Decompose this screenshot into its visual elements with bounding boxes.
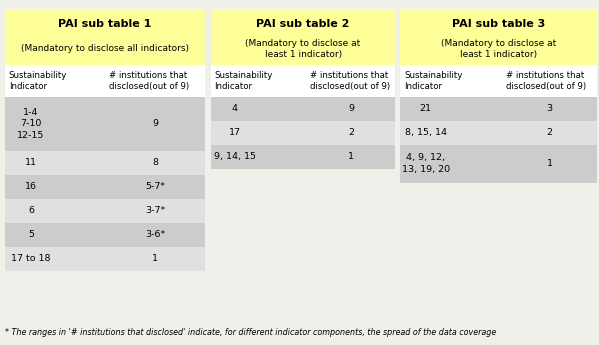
Text: # institutions that
disclosed(out of 9): # institutions that disclosed(out of 9) (506, 71, 586, 91)
Text: 17 to 18: 17 to 18 (11, 254, 51, 263)
Bar (5, 97, 205, 151)
Text: * The ranges in '# institutions that disclosed' indicate, for different indicato: * The ranges in '# institutions that dis… (5, 328, 496, 337)
Text: # institutions that
disclosed(out of 9): # institutions that disclosed(out of 9) (109, 71, 189, 91)
Text: # institutions that
disclosed(out of 9): # institutions that disclosed(out of 9) (310, 71, 391, 91)
Bar (5, 9, 205, 65)
Text: 5-7*: 5-7* (145, 182, 165, 191)
Text: (Mandatory to disclose at
least 1 indicator): (Mandatory to disclose at least 1 indica… (441, 39, 556, 59)
Text: 3: 3 (546, 104, 552, 113)
Bar (5, 223, 205, 247)
Text: Sustainability
Indicator: Sustainability Indicator (214, 71, 273, 91)
Bar (211, 145, 395, 169)
Bar (400, 9, 597, 65)
Text: 4: 4 (232, 104, 238, 113)
Text: 1: 1 (546, 159, 552, 168)
Text: Sustainability
Indicator: Sustainability Indicator (404, 71, 462, 91)
Text: (Mandatory to disclose at
least 1 indicator): (Mandatory to disclose at least 1 indica… (246, 39, 361, 59)
Text: 2: 2 (348, 128, 354, 137)
Text: 3-7*: 3-7* (145, 206, 165, 215)
Text: 3-6*: 3-6* (145, 230, 165, 239)
Bar (211, 65, 395, 97)
Text: 9: 9 (152, 119, 158, 128)
Bar (5, 151, 205, 175)
Bar (400, 97, 597, 121)
Text: 6: 6 (28, 206, 34, 215)
Text: PAI sub table 2: PAI sub table 2 (256, 19, 350, 29)
Bar (5, 199, 205, 223)
Text: 2: 2 (546, 128, 552, 137)
Text: (Mandatory to disclose all indicators): (Mandatory to disclose all indicators) (21, 45, 189, 53)
Text: 5: 5 (28, 230, 34, 239)
Text: Sustainability
Indicator: Sustainability Indicator (9, 71, 67, 91)
Text: 21: 21 (420, 104, 432, 113)
Bar (211, 121, 395, 145)
Text: 9, 14, 15: 9, 14, 15 (214, 152, 256, 161)
Text: 1-4
7-10
12-15: 1-4 7-10 12-15 (17, 108, 44, 140)
Bar (400, 121, 597, 145)
Text: 9: 9 (348, 104, 354, 113)
Text: 17: 17 (229, 128, 241, 137)
Text: PAI sub table 1: PAI sub table 1 (59, 19, 152, 29)
Bar (5, 65, 205, 97)
Text: 8, 15, 14: 8, 15, 14 (405, 128, 447, 137)
Bar (5, 175, 205, 199)
Bar (400, 145, 597, 183)
Text: 4, 9, 12,
13, 19, 20: 4, 9, 12, 13, 19, 20 (401, 154, 450, 174)
Text: 11: 11 (25, 158, 37, 167)
Bar (211, 9, 395, 65)
Text: 1: 1 (348, 152, 354, 161)
Bar (5, 247, 205, 270)
Bar (400, 65, 597, 97)
Text: 16: 16 (25, 182, 37, 191)
Text: 8: 8 (152, 158, 158, 167)
Text: 1: 1 (152, 254, 158, 263)
Text: PAI sub table 3: PAI sub table 3 (452, 19, 545, 29)
Bar (211, 97, 395, 121)
